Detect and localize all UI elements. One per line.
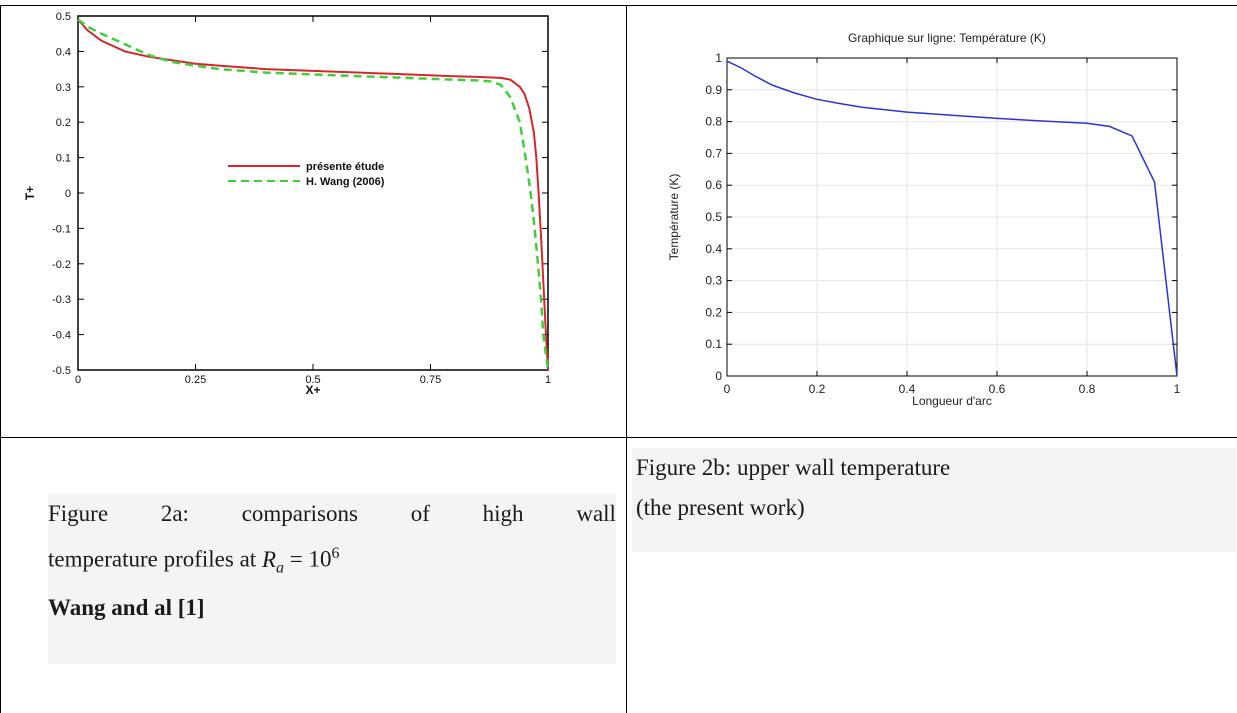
x-tick-label: 0.2 bbox=[809, 382, 826, 396]
y-tick-label: 0.3 bbox=[705, 274, 722, 288]
chart-title: Graphique sur ligne: Température (K) bbox=[848, 31, 1046, 45]
table-center-divider bbox=[626, 5, 627, 713]
table-top-border bbox=[0, 5, 1237, 6]
y-tick-label: -0.4 bbox=[52, 330, 71, 342]
y-tick-label: 0.5 bbox=[705, 210, 722, 224]
y-tick-label: -0.3 bbox=[52, 294, 71, 306]
rayleigh-subscript: a bbox=[276, 559, 284, 577]
caption-2a-word: comparisons bbox=[241, 501, 358, 526]
y-tick-label: 0.4 bbox=[56, 46, 71, 58]
y-tick-label: 0 bbox=[715, 369, 722, 383]
series-line-temperature bbox=[726, 60, 1178, 377]
caption-2a-line1: Figure 2a: comparisons of high wall bbox=[48, 494, 616, 534]
y-tick-label: 0.2 bbox=[56, 117, 71, 129]
x-tick-label: 0 bbox=[75, 374, 81, 386]
table-left-border bbox=[0, 5, 1, 713]
figure-2a-chart: 0.5 0.4 0.3 0.2 0.1 0 -0.1 -0.2 -0.3 -0.4 -0.5 0 0.2… bbox=[23, 11, 551, 397]
caption-2a-line2: temperature profiles at Ra = 106 bbox=[48, 534, 616, 588]
y-axis-label: Température (K) bbox=[667, 174, 681, 261]
y-tick-label: 0.1 bbox=[56, 153, 71, 165]
y-tick-label: 0 bbox=[65, 188, 71, 200]
series-line-wang-2006 bbox=[77, 18, 550, 371]
x-tick-label: 0 bbox=[724, 382, 731, 396]
x-tick-label: 0.25 bbox=[185, 374, 206, 386]
y-tick-label: 0.6 bbox=[705, 178, 722, 192]
legend-label: présente étude bbox=[306, 161, 384, 173]
y-tick-label: 0.8 bbox=[705, 115, 722, 129]
x-axis-label: X+ bbox=[305, 383, 320, 397]
y-tick-label: -0.1 bbox=[52, 223, 71, 235]
caption-2a-line3: Wang and al [1] bbox=[48, 595, 205, 621]
y-tick-label: -0.2 bbox=[52, 259, 71, 271]
y-tick-label: 0.1 bbox=[705, 337, 722, 351]
x-tick-label: 0.4 bbox=[899, 382, 916, 396]
x-tick-label: 0.8 bbox=[1079, 382, 1096, 396]
figure-2b-caption: Figure 2b: upper wall temperature (the p… bbox=[632, 448, 1236, 552]
x-tick-label: 1 bbox=[545, 374, 551, 386]
y-tick-label: 0.9 bbox=[705, 83, 722, 97]
x-axis-label: Longueur d'arc bbox=[912, 394, 992, 408]
table-middle-border bbox=[0, 437, 1237, 438]
x-tick-label: 0.5 bbox=[305, 374, 320, 386]
caption-2a-word: 2a: bbox=[160, 501, 189, 526]
rayleigh-exponent: 6 bbox=[331, 545, 340, 562]
y-axis-label: T+ bbox=[23, 186, 37, 200]
legend-label: H. Wang (2006) bbox=[306, 176, 385, 188]
y-tick-label: 1 bbox=[715, 51, 722, 65]
plot-frame bbox=[77, 15, 549, 371]
rayleigh-equals: = 10 bbox=[284, 546, 332, 572]
y-tick-label: 0.5 bbox=[56, 11, 71, 23]
x-tick-label: 0.75 bbox=[420, 374, 441, 386]
figure-2b-chart: Graphique sur ligne: Température (K) 0 0.1… bbox=[667, 31, 1181, 408]
y-tick-label: -0.5 bbox=[52, 365, 71, 377]
caption-2a-word: wall bbox=[576, 501, 616, 526]
caption-2a-word: high bbox=[482, 501, 524, 526]
caption-2b-line1: Figure 2b: upper wall temperature bbox=[636, 455, 951, 480]
caption-2a-word: Figure bbox=[48, 501, 109, 526]
rayleigh-symbol: Ra bbox=[261, 546, 284, 577]
y-tick-label: 0.7 bbox=[705, 146, 722, 160]
x-tick-label: 0.6 bbox=[989, 382, 1006, 396]
y-tick-label: 0.2 bbox=[705, 305, 722, 319]
caption-2a-text: temperature profiles at bbox=[48, 546, 262, 572]
y-tick-label: 0.4 bbox=[705, 242, 722, 256]
x-tick-label: 1 bbox=[1174, 382, 1181, 396]
caption-2a-word: of bbox=[410, 501, 430, 526]
caption-2b-line2: (the present work) bbox=[636, 495, 805, 520]
y-tick-label: 0.3 bbox=[56, 82, 71, 94]
figure-2a-caption: Figure 2a: comparisons of high wall temp… bbox=[48, 494, 616, 664]
